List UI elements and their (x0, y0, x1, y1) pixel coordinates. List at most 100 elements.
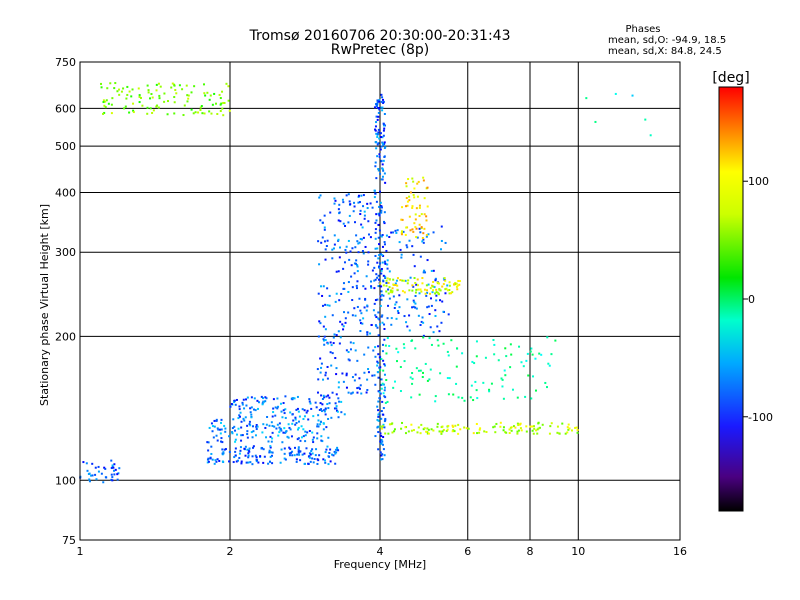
echo-point (138, 95, 141, 98)
echo-point (378, 108, 381, 111)
echo-point (381, 453, 384, 456)
echo-point (362, 285, 365, 288)
echo-point (375, 325, 378, 328)
echo-point (320, 439, 323, 442)
echo-point (211, 430, 214, 433)
echo-point (391, 291, 394, 294)
echo-point (377, 390, 380, 393)
echo-point (417, 314, 420, 317)
echo-point (548, 432, 551, 435)
echo-point (354, 373, 357, 376)
echo-point (383, 338, 386, 341)
echo-point (384, 401, 387, 404)
echo-point (436, 325, 439, 328)
echo-point (132, 102, 135, 105)
echo-point (111, 479, 114, 482)
echo-point (324, 315, 327, 318)
echo-point (416, 182, 419, 185)
echo-point (100, 82, 103, 85)
echo-point (380, 298, 383, 301)
echo-point (317, 335, 320, 338)
echo-point (334, 452, 337, 455)
echo-point (378, 397, 381, 400)
echo-point (323, 228, 326, 231)
echo-point (219, 432, 222, 435)
echo-point (228, 109, 231, 112)
echo-point (378, 155, 381, 158)
echo-point (383, 243, 386, 246)
echo-point (385, 234, 388, 237)
y-tick-label: 400 (55, 186, 76, 199)
echo-point (318, 454, 321, 457)
echo-point (401, 421, 404, 424)
echo-point (232, 461, 235, 464)
echo-point (178, 84, 181, 87)
echo-point (335, 451, 338, 454)
echo-point (417, 288, 420, 291)
echo-point (381, 382, 384, 385)
echo-point (265, 397, 268, 400)
echo-point (376, 118, 379, 121)
echo-point (319, 371, 322, 374)
echo-point (303, 415, 306, 418)
echo-point (413, 277, 416, 280)
echo-point (421, 277, 424, 280)
echo-point (421, 376, 424, 379)
echo-point (354, 349, 357, 352)
echo-point (414, 302, 417, 305)
echo-point (305, 447, 308, 450)
echo-point (418, 204, 421, 207)
echo-point (380, 383, 383, 386)
echo-point (337, 449, 340, 452)
echo-point (373, 287, 376, 290)
echo-point (215, 419, 218, 422)
echo-point (383, 454, 386, 457)
echo-point (383, 112, 386, 115)
echo-point (317, 240, 320, 243)
echo-point (576, 429, 579, 432)
echo-point (520, 429, 523, 432)
echo-point (335, 393, 338, 396)
echo-point (321, 294, 324, 297)
echo-point (242, 398, 245, 401)
echo-point (206, 441, 209, 444)
echo-point (351, 286, 354, 289)
echo-point (224, 427, 227, 430)
echo-point (373, 279, 376, 282)
echo-point (287, 436, 290, 439)
echo-point (576, 431, 579, 434)
echo-point (104, 106, 107, 109)
echo-point (347, 193, 350, 196)
echo-point (529, 425, 532, 428)
echo-point (446, 350, 449, 353)
echo-point (330, 344, 333, 347)
echo-point (395, 317, 398, 320)
echo-point (389, 289, 392, 292)
echo-point (262, 461, 265, 464)
echo-point (379, 323, 382, 326)
echo-point (432, 269, 435, 272)
echo-point (448, 284, 451, 287)
echo-point (335, 292, 338, 295)
echo-point (388, 235, 391, 238)
echo-point (377, 169, 380, 172)
echo-point (91, 462, 94, 465)
echo-point (384, 276, 387, 279)
echo-point (293, 454, 296, 457)
echo-point (405, 205, 408, 208)
echo-point (376, 276, 379, 279)
echo-point (413, 187, 416, 190)
echo-point (350, 264, 353, 267)
echo-point (228, 435, 231, 438)
echo-point (409, 376, 412, 379)
echo-point (126, 85, 129, 88)
echo-point (155, 83, 158, 86)
echo-point (126, 93, 129, 96)
echo-point (221, 460, 224, 463)
echo-point (456, 288, 459, 291)
echo-point (355, 234, 358, 237)
echo-point (216, 458, 219, 461)
echo-point (420, 423, 423, 426)
echo-point (356, 305, 359, 308)
echo-point (297, 426, 300, 429)
